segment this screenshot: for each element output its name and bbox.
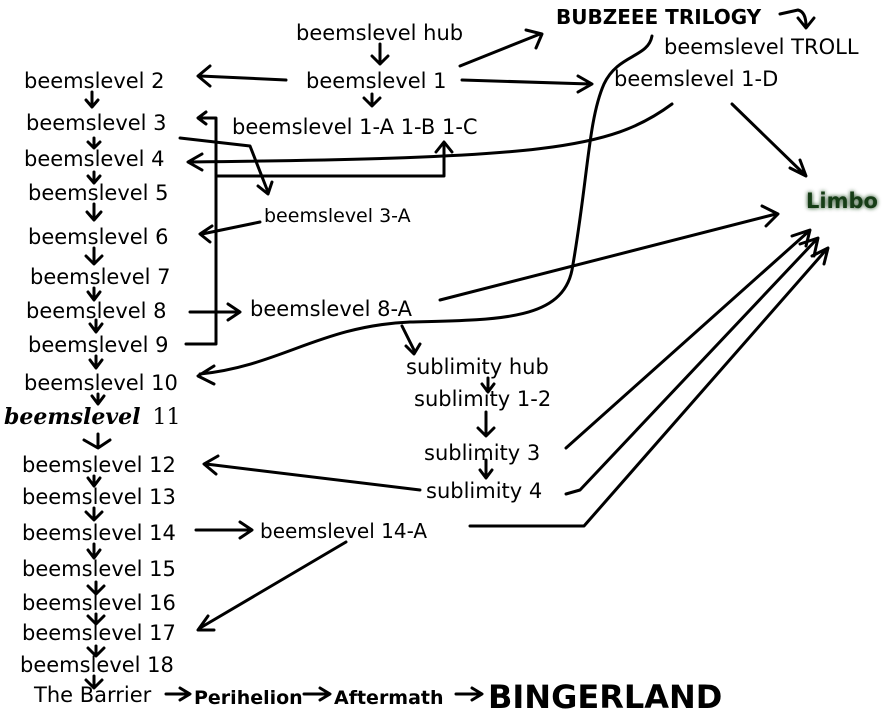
- node-8a: beemslevel 8-A: [250, 297, 413, 321]
- edge-8a-to-limbo: [438, 204, 780, 302]
- node-16: beemslevel 16: [22, 591, 176, 615]
- node-bingerland: BINGERLAND: [488, 678, 722, 711]
- node-the-barrier: The Barrier: [33, 683, 152, 707]
- node-6: beemslevel 6: [28, 225, 169, 249]
- edge-1-to-1d: [460, 74, 594, 94]
- node-17: beemslevel 17: [22, 621, 176, 645]
- edge-14a-to-17: [196, 540, 348, 632]
- node-11: beemslevel 11: [4, 404, 181, 430]
- node-perihelion: Perihelion: [194, 687, 303, 709]
- node-1d: beemslevel 1-D: [614, 67, 778, 91]
- node-14a: beemslevel 14-A: [260, 519, 427, 543]
- edge-9-to-3: [184, 110, 218, 346]
- node-troll: beemslevel TROLL: [664, 35, 859, 59]
- node-11-word: beemslevel: [4, 404, 141, 430]
- node-sublimity-4: sublimity 4: [426, 479, 542, 503]
- edge-1-to-1abc: [362, 92, 382, 108]
- node-13: beemslevel 13: [22, 485, 176, 509]
- nodes: beemslevel hub BUBZEEE TRILOGY beemsleve…: [4, 5, 878, 711]
- edge-bubzeee-to-troll: [778, 8, 816, 30]
- edge-1d-to-limbo: [730, 102, 808, 178]
- node-15: beemslevel 15: [22, 557, 176, 581]
- edge-sub3-to-sub4: [478, 458, 494, 480]
- edge-sub12-to-sub3: [476, 410, 496, 438]
- edge-troll-to-10: [196, 34, 654, 386]
- edge-1-to-bubzeee: [458, 28, 544, 68]
- edge-subhub-to-sub12: [480, 376, 496, 394]
- edge-14a-to-limbo: [468, 246, 830, 528]
- edge-3a-to-6: [198, 220, 262, 244]
- node-2: beemslevel 2: [24, 69, 165, 93]
- node-12: beemslevel 12: [22, 453, 176, 477]
- edge-1d-to-4: [186, 102, 674, 172]
- edge-aftermath-to-bingerland: [454, 686, 484, 702]
- node-bubzeee: BUBZEEE TRILOGY: [556, 5, 762, 29]
- edge-sub3-to-limbo: [564, 228, 812, 450]
- node-9: beemslevel 9: [28, 333, 169, 357]
- spine-arrows: [82, 90, 112, 690]
- edge-14-to-14a: [194, 520, 254, 540]
- node-sublimity-hub: sublimity hub: [406, 355, 549, 379]
- node-18: beemslevel 18: [20, 653, 174, 677]
- node-hub: beemslevel hub: [296, 21, 463, 45]
- edge-sub4-to-12: [202, 454, 422, 492]
- node-10: beemslevel 10: [24, 371, 178, 395]
- node-5: beemslevel 5: [28, 181, 169, 205]
- edge-8a-to-subhub: [400, 324, 422, 356]
- node-aftermath: Aftermath: [334, 687, 444, 709]
- edges: [82, 8, 830, 702]
- edge-perihelion-to-aftermath: [302, 686, 332, 702]
- node-11-num: 11: [153, 405, 181, 430]
- edge-hub-to-1: [370, 42, 390, 66]
- node-sublimity-1-2: sublimity 1-2: [414, 387, 551, 411]
- node-1abc: beemslevel 1-A 1-B 1-C: [232, 115, 478, 139]
- edge-8-to-8a: [188, 302, 242, 322]
- node-7: beemslevel 7: [30, 265, 171, 289]
- node-1: beemslevel 1: [306, 69, 447, 93]
- node-4: beemslevel 4: [24, 147, 165, 171]
- node-sublimity-3: sublimity 3: [424, 441, 540, 465]
- node-8: beemslevel 8: [26, 299, 167, 323]
- node-14: beemslevel 14: [22, 521, 176, 545]
- node-3a: beemslevel 3-A: [264, 205, 411, 227]
- node-limbo: Limbo: [806, 189, 878, 213]
- node-3: beemslevel 3: [26, 111, 167, 135]
- edge-1-to-2: [196, 64, 288, 88]
- edge-barrier-to-perihelion: [164, 686, 192, 702]
- edge-sub4-to-limbo: [564, 236, 820, 496]
